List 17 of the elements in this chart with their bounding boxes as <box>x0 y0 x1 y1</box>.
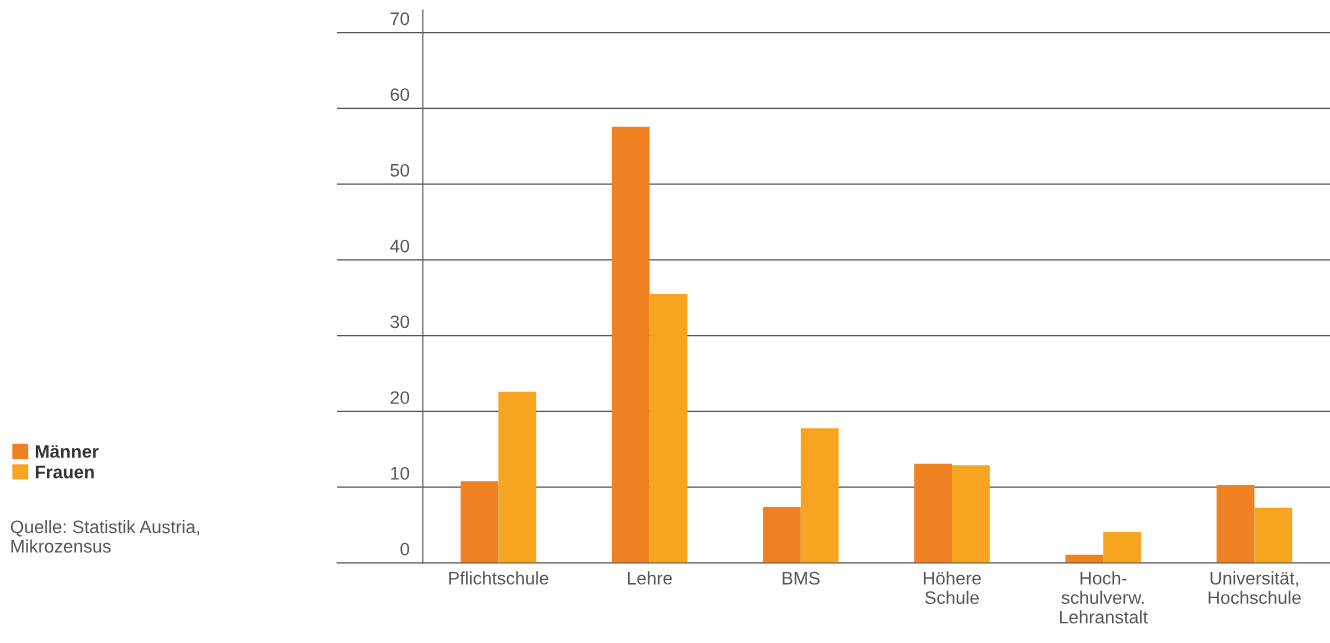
x-tick-label: Lehre <box>628 571 672 585</box>
y-tick-label: 40 <box>390 239 410 253</box>
y-tick-label: 30 <box>390 315 410 329</box>
y-tick-label: 60 <box>390 88 410 101</box>
x-tick-label: Höhere Schule <box>923 571 981 605</box>
y-tick-label: 10 <box>391 466 410 480</box>
y-tick-label: 50 <box>390 163 410 177</box>
y-tick-label: 0 <box>400 542 410 556</box>
x-tick-label: Hoch- schulverw. Lehranstalt <box>1060 571 1148 624</box>
x-tick-label: BMS <box>782 571 820 585</box>
legend-label: Männer <box>35 445 99 458</box>
source-note: Quelle: Statistik Austria, Mikrozensus <box>10 520 200 553</box>
x-tick-label: Universität, Hochschule <box>1208 571 1301 605</box>
y-tick-label: 20 <box>390 391 410 404</box>
y-tick-label: 70 <box>390 12 410 26</box>
x-tick-label: Pflichtschule <box>449 571 549 585</box>
legend-label: Frauen <box>35 465 94 479</box>
